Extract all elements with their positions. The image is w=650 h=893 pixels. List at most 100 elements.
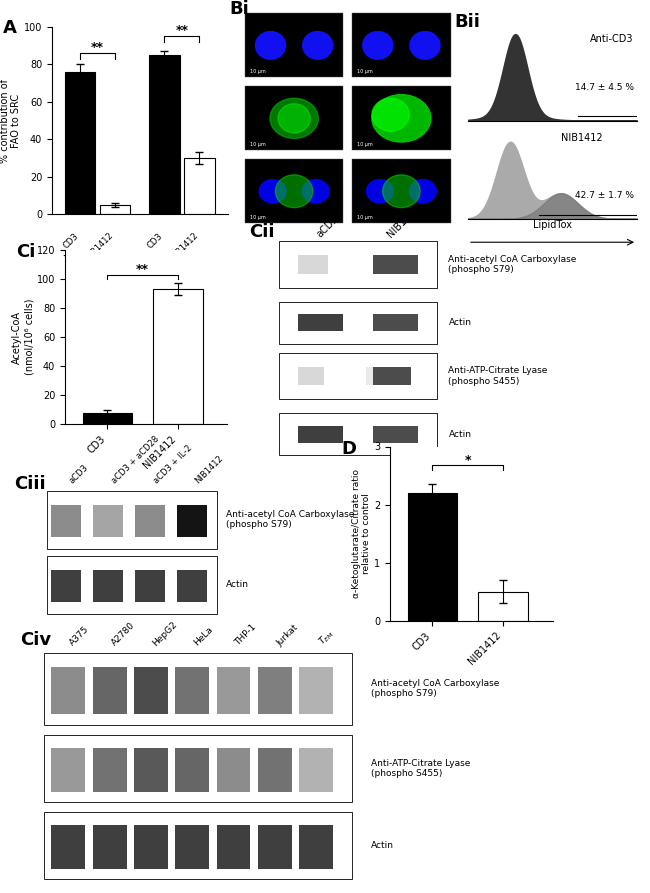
Text: aCD3 + aCD28: aCD3 + aCD28 [110,434,161,485]
Text: A2780: A2780 [110,621,136,647]
Text: Cii: Cii [249,223,274,241]
Y-axis label: Acetyl-CoA
(nmol/10⁶ cells): Acetyl-CoA (nmol/10⁶ cells) [12,299,34,375]
Bar [65,71,96,214]
Bar [177,570,207,602]
Text: A: A [3,20,17,38]
Text: Ciii: Ciii [14,475,46,493]
Bar [93,748,127,792]
Bar [176,748,209,792]
Text: NIB1412: NIB1412 [379,0,424,3]
Bar [279,353,437,399]
Y-axis label: α-Ketoglutarate/Citrate ratio
relative to control: α-Ketoglutarate/Citrate ratio relative t… [352,469,371,598]
Bar [134,667,168,714]
Text: aCD3: aCD3 [68,463,90,485]
Bar [176,667,209,714]
Bar [135,570,165,602]
Ellipse shape [372,95,431,142]
Bar [408,493,457,621]
Text: A375: A375 [68,625,91,647]
Text: Actin: Actin [370,841,393,850]
Bar [245,87,343,150]
Bar [134,748,168,792]
Bar [373,426,419,443]
Ellipse shape [276,175,313,208]
Text: +Glu: +Glu [85,265,110,275]
Text: Bi: Bi [230,0,250,18]
Bar [177,505,207,537]
Bar [352,13,450,78]
Bar [83,413,132,424]
Text: 10 μm: 10 μm [358,69,373,74]
Bar [134,825,168,869]
Bar [93,825,127,869]
Bar [279,241,437,288]
Text: Anti-ATP-Citrate Lyase
(phospho S455): Anti-ATP-Citrate Lyase (phospho S455) [370,759,470,778]
Text: Anti-ATP-Citrate Lyase
(phospho S455): Anti-ATP-Citrate Lyase (phospho S455) [448,366,548,386]
Ellipse shape [278,104,310,133]
Bar [216,825,250,869]
Text: Ci: Ci [16,243,36,261]
Bar [51,570,81,602]
Bar [478,592,528,621]
Ellipse shape [383,175,420,208]
Ellipse shape [303,31,333,59]
Bar [44,653,352,725]
Text: **: ** [176,24,188,38]
Text: aCD3 + IL-2: aCD3 + IL-2 [151,443,194,485]
Bar [216,748,250,792]
Text: CD3: CD3 [146,231,164,250]
Text: NIB1412: NIB1412 [385,203,421,239]
Bar [298,314,343,331]
Text: Anti-CD3: Anti-CD3 [271,0,317,3]
Text: 10 μm: 10 μm [358,142,373,146]
Text: *: * [465,454,471,467]
Text: 10 μm: 10 μm [250,214,266,220]
Bar [94,505,124,537]
Bar [299,667,333,714]
Bar [299,825,333,869]
Text: **: ** [91,41,104,54]
Ellipse shape [270,98,318,138]
Bar [149,55,179,214]
Bar [352,87,450,150]
Bar [373,314,419,331]
Bar [279,302,437,344]
Bar [51,748,85,792]
Bar [100,204,131,214]
Text: aCD3: aCD3 [315,213,341,239]
Bar [153,289,203,424]
Text: Anti-acetyl CoA Carboxylase
(phospho S79): Anti-acetyl CoA Carboxylase (phospho S79… [226,510,355,530]
Text: NIB1412: NIB1412 [168,231,200,263]
Bar [373,255,419,274]
Bar [184,158,214,214]
Text: NIB1412: NIB1412 [194,454,225,485]
X-axis label: LipidTox: LipidTox [533,221,572,230]
Text: CD3: CD3 [61,231,80,250]
Bar [258,748,292,792]
Bar [94,570,124,602]
Text: **: ** [136,263,150,276]
Text: HeLa: HeLa [192,625,214,647]
Bar [245,13,343,78]
Text: Actin: Actin [448,318,471,327]
Text: HepG2: HepG2 [151,620,179,647]
Text: 42.7 ± 1.7 %: 42.7 ± 1.7 % [575,191,634,200]
Bar [47,555,217,613]
Text: 14.7 ± 4.5 %: 14.7 ± 4.5 % [575,83,634,92]
Ellipse shape [367,179,393,203]
Ellipse shape [410,179,436,203]
Text: Anti-acetyl CoA Carboxylase
(phospho S79): Anti-acetyl CoA Carboxylase (phospho S79… [370,679,499,698]
Bar [258,825,292,869]
Text: Anti-acetyl CoA Carboxylase
(phospho S79): Anti-acetyl CoA Carboxylase (phospho S79… [448,255,577,274]
Ellipse shape [259,179,286,203]
Text: -Glu: -Glu [172,265,192,275]
Bar [279,413,437,455]
Y-axis label: % contribution of
FAO to SRC: % contribution of FAO to SRC [0,79,21,163]
Ellipse shape [372,98,410,131]
Text: Jurkat: Jurkat [275,622,300,647]
Text: NIB1412: NIB1412 [84,231,115,263]
Bar [298,426,343,443]
Bar [245,159,343,223]
Bar [298,255,328,274]
Text: T$_{EM}$: T$_{EM}$ [316,627,337,647]
